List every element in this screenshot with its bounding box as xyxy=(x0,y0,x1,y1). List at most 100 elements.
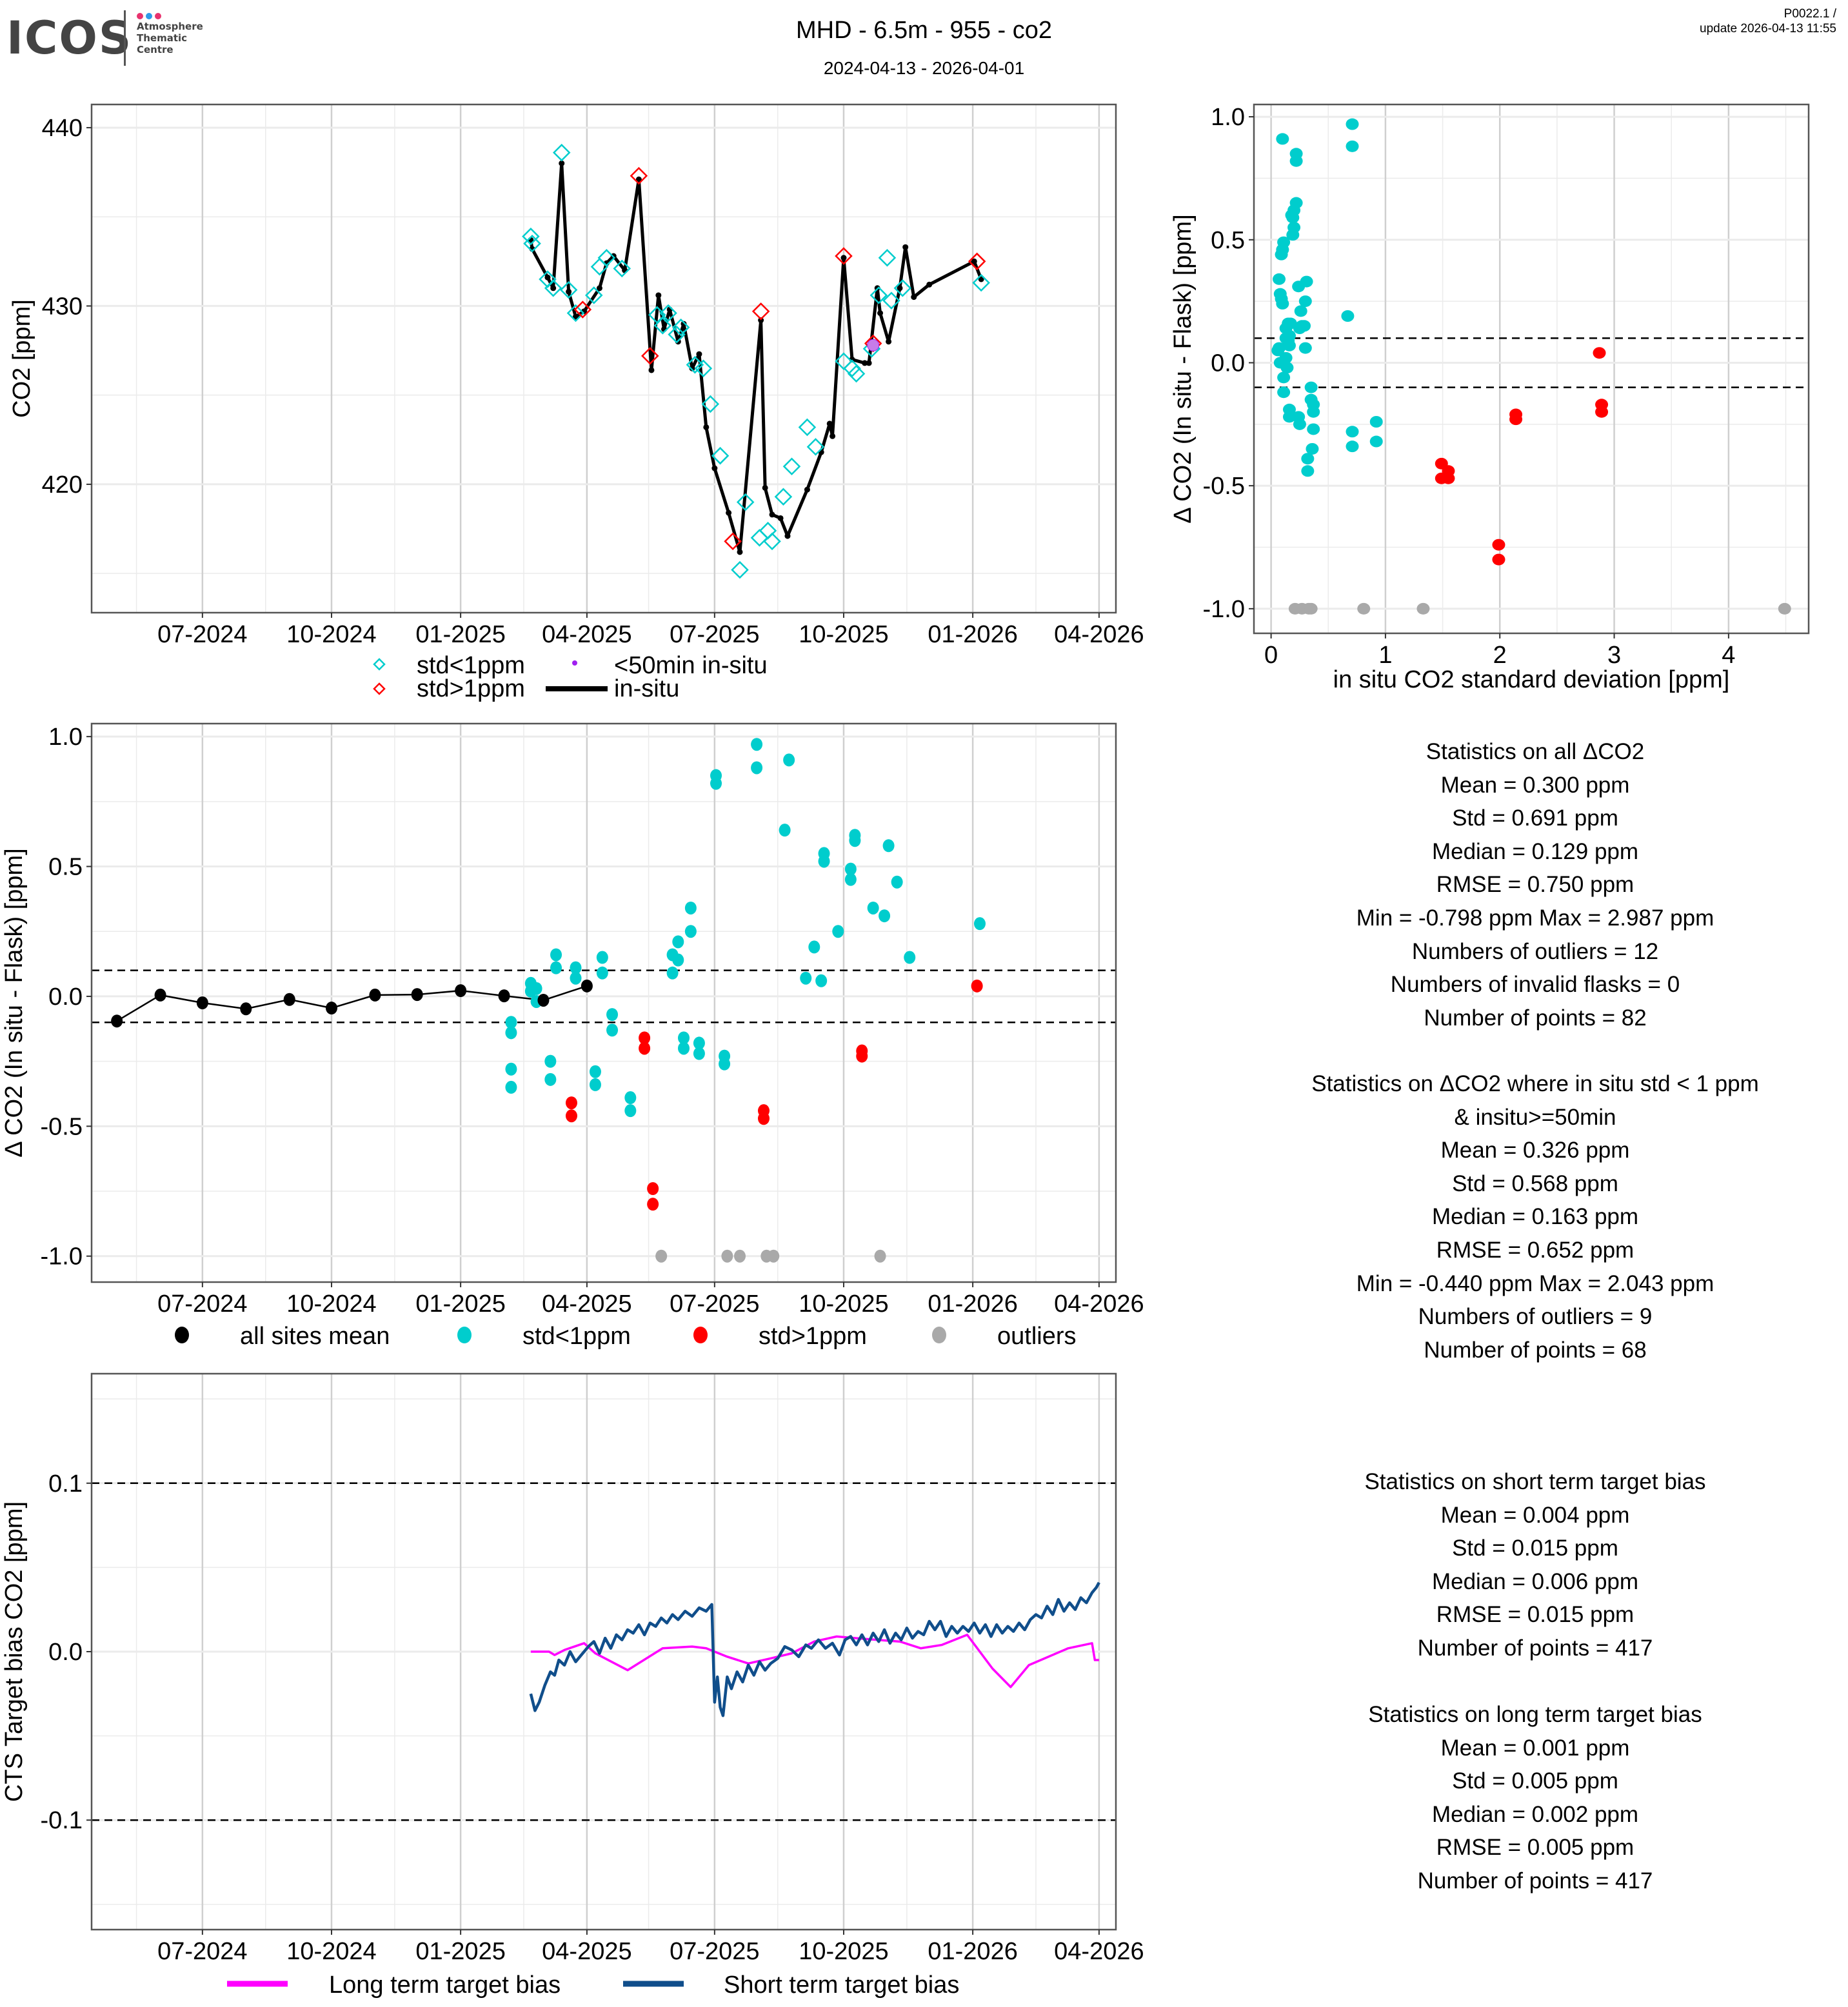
scatter-point-std-1ppm xyxy=(1301,465,1315,477)
stats-title: Statistics on long term target bias xyxy=(1368,1702,1702,1727)
in-situ-point xyxy=(703,424,710,430)
y-tick-label: 0.0 xyxy=(1211,350,1245,377)
flask-diamond-std-lt-1 xyxy=(694,359,713,377)
scatter-point-std-1ppm xyxy=(1369,435,1383,448)
short-term-bias-line xyxy=(529,1581,1100,1717)
x-tick-label: 10-2024 xyxy=(286,1938,376,1965)
scatter-point-std-1ppm xyxy=(1346,440,1359,453)
delta-point-std-1ppm xyxy=(672,935,684,949)
delta-point-std-1ppm xyxy=(606,1023,619,1037)
delta-point-std-1ppm xyxy=(800,971,812,985)
x-axis-label: in situ CO2 standard deviation [ppm] xyxy=(1333,666,1730,693)
x-tick-label: 4 xyxy=(1722,642,1735,669)
legend-diamond-std-lt-1-icon xyxy=(373,658,386,671)
in-situ-point xyxy=(926,281,933,288)
delta-point-std-1ppm xyxy=(666,966,679,980)
y-tick-label: -0.1 xyxy=(41,1807,83,1834)
scatter-point-std-1ppm xyxy=(1286,212,1300,224)
flask-diamond-std-lt-1 xyxy=(835,352,853,370)
in-situ-point xyxy=(971,258,977,264)
flask-diamond-std-gt-1 xyxy=(835,247,853,265)
legend-dot-lt50min-icon xyxy=(572,660,577,666)
all-sites-mean-point xyxy=(537,993,550,1007)
scatter-point-std-1ppm xyxy=(1289,155,1303,167)
stats-all-delta: Statistics on all ΔCO2 Mean = 0.300 ppm … xyxy=(1258,735,1813,1034)
flask-diamond-std-lt-1 xyxy=(659,304,677,322)
flask-diamond-std-lt-1 xyxy=(782,457,801,476)
in-situ-point xyxy=(886,339,892,345)
legend-label: std<1ppm xyxy=(417,652,525,679)
flask-diamond-std-lt-1 xyxy=(731,560,749,579)
in-situ-point xyxy=(635,176,642,183)
flask-diamond-std-lt-1 xyxy=(686,355,704,374)
version-label: P0022.1 / xyxy=(1783,7,1836,21)
flask-diamond-std-gt-1 xyxy=(968,252,986,271)
scatter-point-std-1ppm xyxy=(1346,118,1359,130)
flask-diamond-std-lt-1 xyxy=(878,249,897,267)
scatter-point-std-1ppm xyxy=(1307,423,1320,435)
x-tick-label: 07-2024 xyxy=(157,1938,247,1965)
delta-point-outliers xyxy=(721,1249,733,1263)
y-tick-label: 420 xyxy=(42,471,83,499)
all-sites-mean-point xyxy=(498,989,510,1003)
delta-point-std-1ppm xyxy=(751,738,763,751)
scatter-point-std-1ppm xyxy=(1306,442,1319,455)
delta-point-std-1ppm xyxy=(684,925,697,938)
delta-point-std-1ppm xyxy=(693,1047,705,1060)
y-tick-label: -1.0 xyxy=(1203,596,1245,623)
delta-point-std-1ppm xyxy=(783,753,795,767)
delta-point-std-1ppm xyxy=(677,1031,690,1045)
stats-short-term: Statistics on short term target bias Mea… xyxy=(1258,1465,1813,1665)
delta-point-std-1ppm xyxy=(639,1031,651,1045)
flask-diamond-std-lt-1 xyxy=(869,286,888,304)
delta-point-std-1ppm xyxy=(849,834,861,847)
delta-point-std-1ppm xyxy=(624,1104,637,1118)
delta-point-std-1ppm xyxy=(844,873,857,886)
stats-line: Median = 0.006 ppm xyxy=(1431,1568,1639,1594)
x-tick-label: 0 xyxy=(1264,642,1278,669)
y-axis-label: CTS Target bias CO2 [ppm] xyxy=(1,1501,28,1802)
scatter-point-outliers xyxy=(1304,602,1318,615)
flask-diamond-std-lt-1 xyxy=(585,286,603,304)
y-tick-label: -0.5 xyxy=(1203,473,1245,500)
legend-label: std>1ppm xyxy=(759,1323,867,1350)
flask-diamond-std-lt-1 xyxy=(763,532,781,551)
in-situ-point xyxy=(978,276,984,282)
delta-point-std-1ppm xyxy=(530,982,542,995)
legend-label: outliers xyxy=(997,1323,1077,1350)
flask-diamond-std-lt-1 xyxy=(653,317,672,335)
scatter-point-std-1ppm xyxy=(1442,472,1455,484)
legend-delta: all sites mean std<1ppm std>1ppm outliers xyxy=(175,1323,1077,1350)
x-tick-label: 07-2025 xyxy=(670,621,759,648)
in-situ-point xyxy=(572,313,579,320)
scatter-point-std-1ppm xyxy=(1298,320,1311,332)
legend-label: <50min in-situ xyxy=(614,652,768,679)
delta-point-outliers xyxy=(734,1249,746,1263)
delta-point-std-1ppm xyxy=(818,855,830,868)
delta-point-outliers xyxy=(768,1249,780,1263)
all-sites-mean-point xyxy=(240,1002,252,1016)
x-tick-label: 3 xyxy=(1607,642,1621,669)
delta-point-std-1ppm xyxy=(596,951,608,964)
delta-point-std-1ppm xyxy=(844,862,857,876)
all-sites-mean-point xyxy=(581,979,593,993)
delta-point-std-1ppm xyxy=(505,1080,517,1094)
delta-point-std-1ppm xyxy=(672,953,684,967)
scatter-point-std-1ppm xyxy=(1369,416,1383,428)
x-tick-label: 10-2025 xyxy=(799,621,888,648)
delta-point-std-1ppm xyxy=(867,901,879,915)
delta-point-std-1ppm xyxy=(832,925,844,938)
delta-point-std-1ppm xyxy=(570,961,582,974)
delta-point-std-1ppm xyxy=(570,971,582,985)
delta-point-std-1ppm xyxy=(505,1026,517,1040)
scatter-point-std-1ppm xyxy=(1298,295,1312,308)
flask-diamond-std-gt-1 xyxy=(724,532,742,551)
legend-dot-icon xyxy=(457,1327,472,1343)
x-tick-label: 01-2026 xyxy=(928,621,1017,648)
in-situ-point xyxy=(544,274,551,281)
all-sites-mean-point xyxy=(283,993,295,1006)
stats-line: Std = 0.015 ppm xyxy=(1452,1536,1618,1561)
scatter-point-std-1ppm xyxy=(1273,273,1286,285)
scatter-point-std-1ppm xyxy=(1298,342,1312,354)
update-timestamp: update 2026-04-13 11:55 xyxy=(1700,22,1836,35)
